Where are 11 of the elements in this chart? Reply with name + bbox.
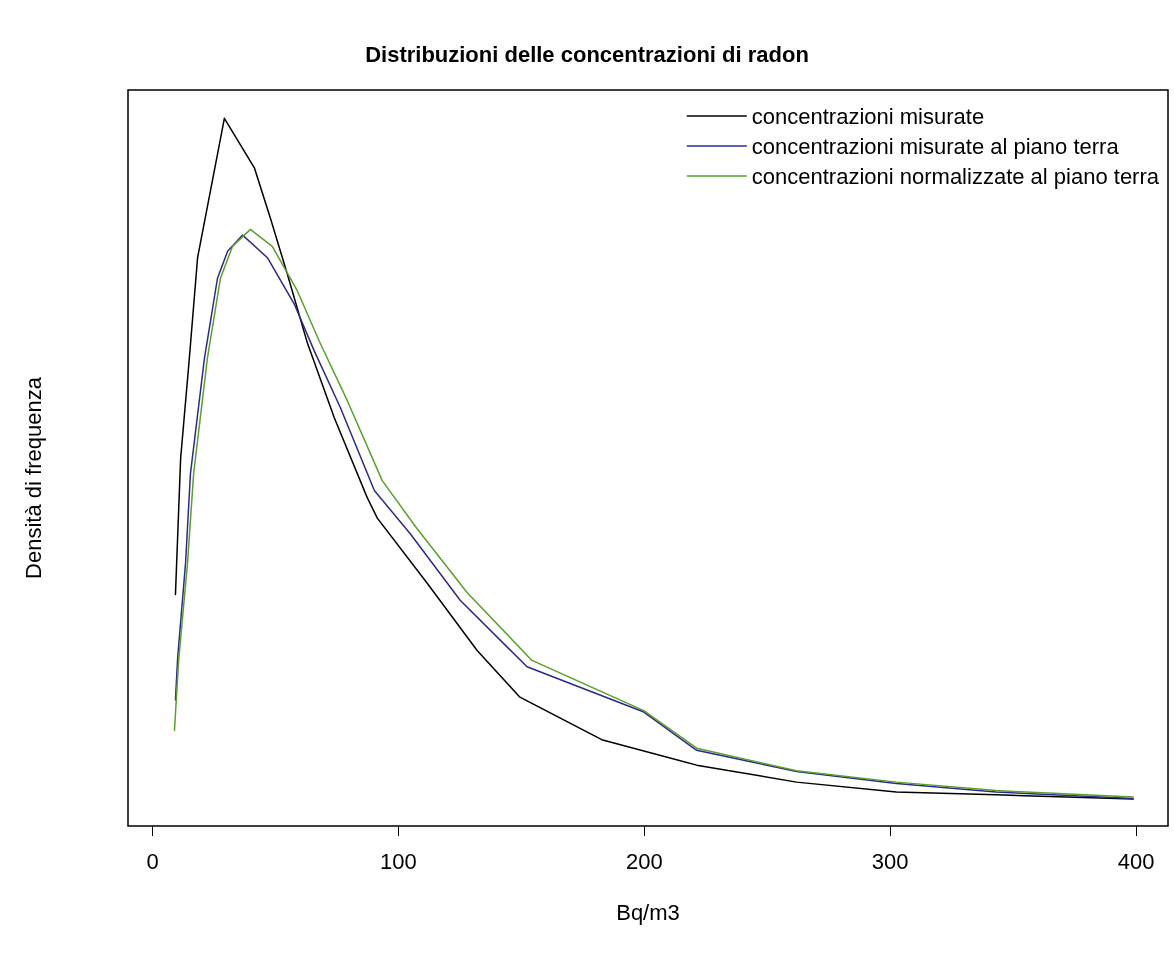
legend-label: concentrazioni misurate <box>751 103 985 129</box>
legend-label: concentrazioni misurate al piano terra <box>751 133 1120 159</box>
chart-title: Distribuzioni delle concentrazioni di radon <box>365 41 809 67</box>
x-tick-label: 100 <box>380 848 417 874</box>
legend-label: concentrazioni normalizzate al piano terra <box>751 163 1160 189</box>
x-tick-label: 300 <box>871 848 909 874</box>
x-axis-title: Bq/m3 <box>616 899 680 925</box>
x-tick-label: 0 <box>146 848 159 874</box>
x-tick-label: 200 <box>625 848 663 874</box>
y-axis-title: Densità di frequenza <box>20 376 46 579</box>
x-tick-label: 400 <box>1117 848 1155 874</box>
